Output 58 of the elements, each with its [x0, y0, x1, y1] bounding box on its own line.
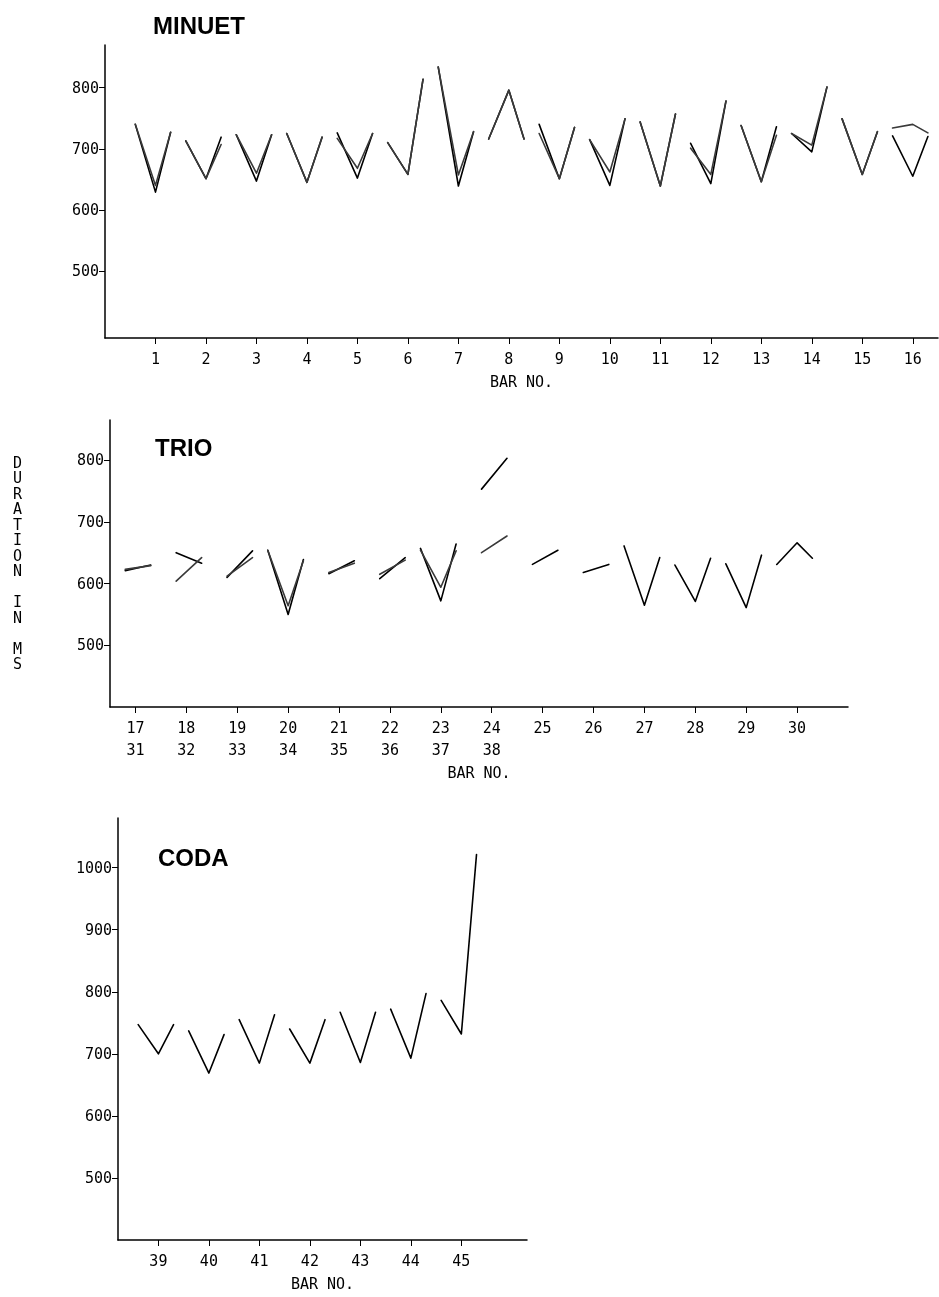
x-tick-label: 13 [752, 350, 771, 368]
y-tick-label: 700 [84, 1044, 112, 1063]
text: CODA [158, 843, 229, 871]
x-tick-label: 41 [250, 1252, 269, 1270]
x-tick-label: 24 38 [482, 719, 501, 759]
x-tick-label: 8 [504, 350, 514, 368]
x-axis-title: BAR NO. [447, 764, 511, 783]
x-tick-label: 11 [651, 350, 670, 368]
x-tick-label: 18 32 [177, 719, 196, 759]
x-tick-label: 3 [251, 350, 261, 368]
y-tick-label: 600 [71, 200, 99, 219]
x-tick-label: 44 [401, 1252, 420, 1270]
x-tick-label: 4 [302, 350, 312, 368]
x-tick-label: 40 [199, 1252, 218, 1270]
x-tick-label: 20 34 [279, 719, 298, 759]
x-tick-label: 7 [453, 350, 463, 368]
chart-title: MINUET [153, 11, 246, 39]
y-tick-label: 600 [84, 1106, 112, 1125]
x-tick-label: 30 [788, 719, 807, 737]
x-tick-label: 12 [701, 350, 720, 368]
y-tick-label: 700 [71, 139, 99, 158]
y-tick-label: 500 [71, 261, 99, 280]
x-tick-label: 42 [300, 1252, 319, 1270]
x-tick-label: 43 [351, 1252, 370, 1270]
y-tick-label: 600 [76, 574, 104, 593]
text: DURATION IN MS [12, 453, 22, 674]
x-tick-label: 45 [452, 1252, 471, 1270]
x-tick-label: 2 [201, 350, 211, 368]
x-tick-label: 19 33 [228, 719, 247, 759]
y-tick-label: 900 [84, 920, 112, 939]
text: TRIO [155, 433, 213, 461]
x-tick-label: 5 [352, 350, 362, 368]
y-tick-label: 500 [76, 636, 104, 655]
x-tick-label: 27 [635, 719, 654, 737]
x-tick-label: 39 [149, 1252, 168, 1270]
y-tick-label: 500 [84, 1168, 112, 1187]
y-tick-label: 700 [76, 512, 104, 531]
y-tick-label: 1000 [75, 858, 112, 877]
x-tick-label: 23 37 [431, 719, 450, 759]
x-tick-label: 28 [686, 719, 705, 737]
x-tick-label: 15 [853, 350, 872, 368]
y-tick-label: 800 [84, 982, 112, 1001]
x-tick-label: 29 [737, 719, 756, 737]
x-axis-title: BAR NO. [489, 373, 554, 392]
x-tick-label: 17 31 [126, 719, 145, 759]
x-tick-label: 10 [600, 350, 619, 368]
x-axis-title: BAR NO. [290, 1275, 355, 1294]
x-tick-label: 22 36 [380, 719, 399, 759]
x-tick-label: 16 [903, 350, 922, 368]
x-tick-label: 14 [802, 350, 821, 368]
x-tick-label: 25 [533, 719, 552, 737]
y-tick-label: 800 [76, 451, 104, 470]
x-tick-label: 9 [554, 350, 564, 368]
x-tick-label: 21 35 [330, 719, 349, 759]
x-tick-label: 6 [403, 350, 413, 368]
y-tick-label: 800 [71, 78, 99, 97]
x-tick-label: 1 [150, 350, 160, 368]
x-tick-label: 26 [584, 719, 603, 737]
